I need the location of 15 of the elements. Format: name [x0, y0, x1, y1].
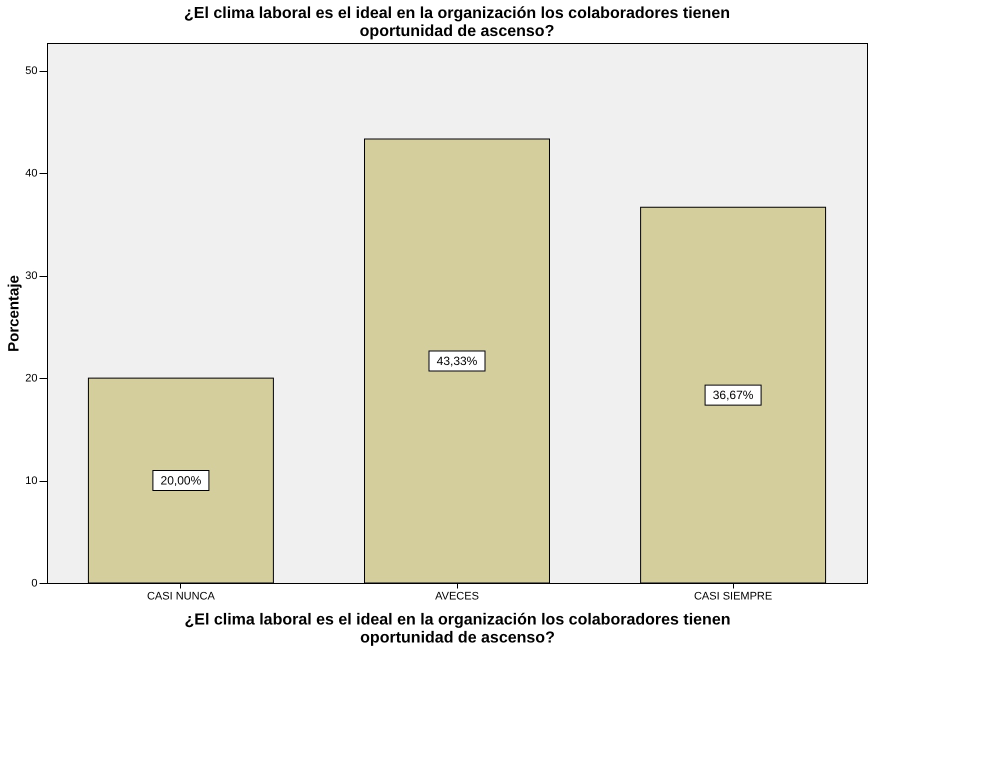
data-label: 36,67%	[712, 388, 754, 402]
y-tick-label: 30	[25, 270, 38, 282]
data-label: 43,33%	[436, 354, 478, 368]
y-tick-label: 0	[31, 578, 38, 590]
y-tick-label: 40	[25, 168, 38, 180]
x-tick-label: AVECES	[435, 590, 479, 602]
data-label: 20,00%	[160, 474, 202, 488]
chart-title: ¿El clima laboral es el ideal en la organización los colaboradores tienen oportunidad de ascenso?	[184, 5, 730, 40]
y-axis-title: Porcentaje	[5, 275, 22, 352]
y-tick-label: 20	[25, 372, 38, 385]
x-axis-title: ¿El clima laboral es el ideal en la organización los colaboradores tienen oportunidad de ascenso?	[184, 612, 730, 646]
y-tick-label: 50	[25, 65, 38, 78]
y-tick-label: 10	[25, 475, 38, 488]
x-tick-label: CASI NUNCA	[146, 590, 216, 602]
x-tick-label: CASI SIEMPRE	[694, 590, 772, 602]
